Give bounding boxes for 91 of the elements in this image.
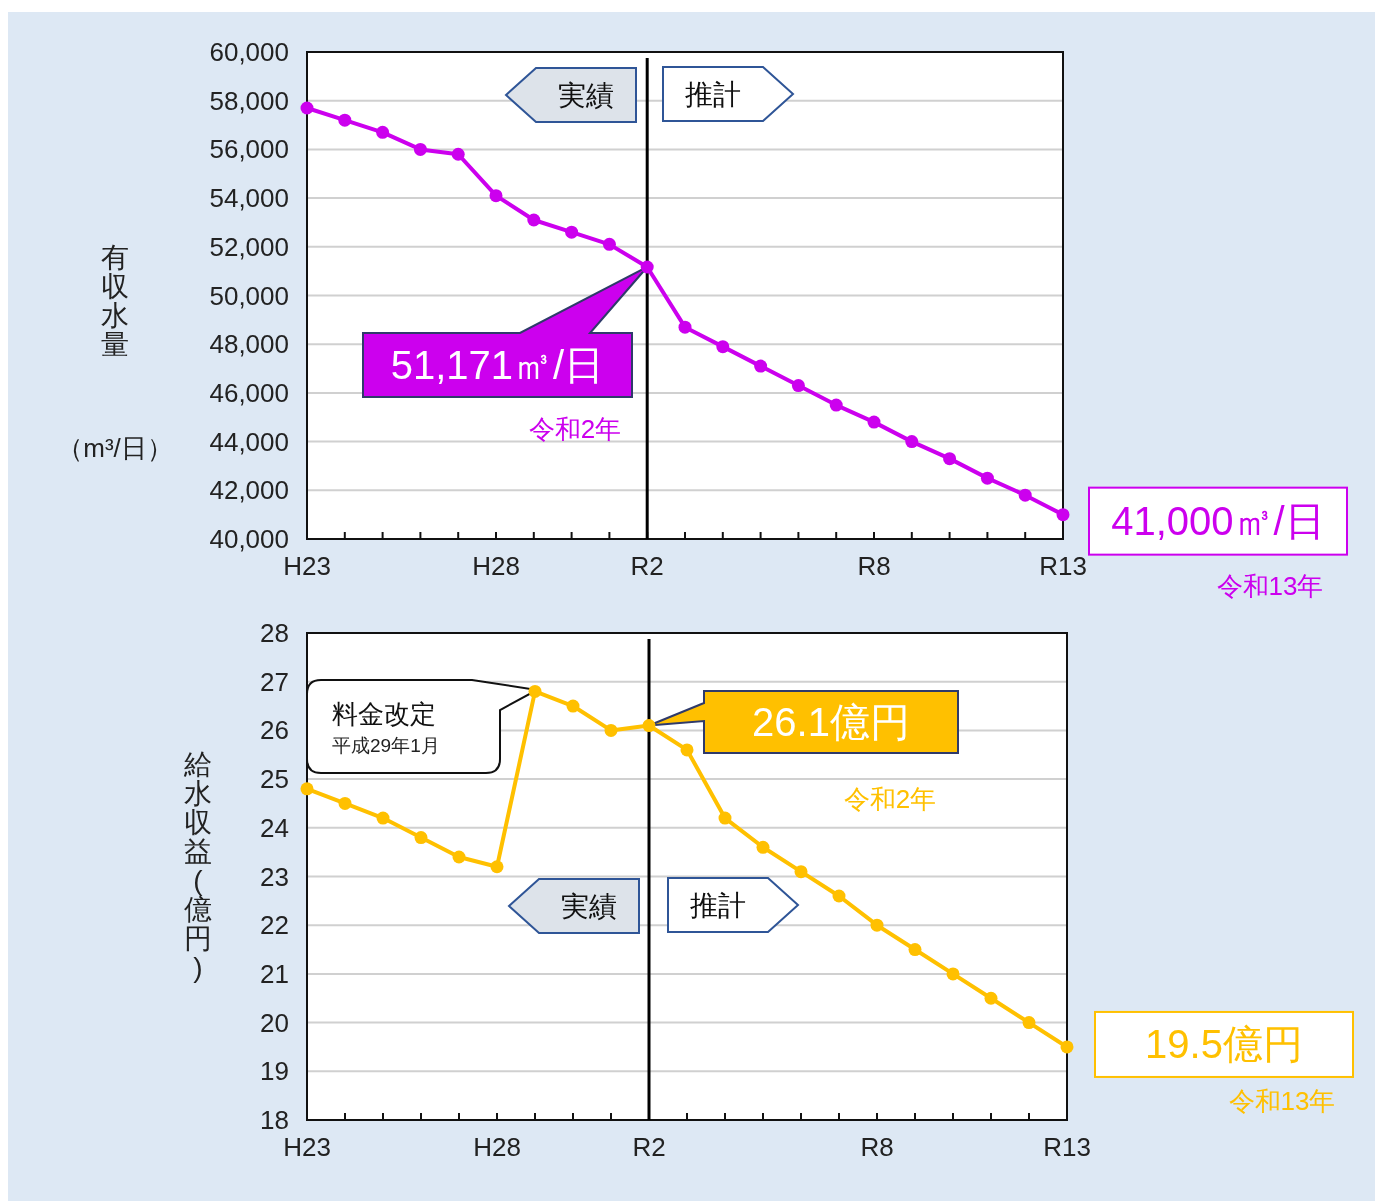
annotation: 41,000㎥/日 — [1111, 499, 1325, 544]
point — [490, 860, 504, 874]
point — [756, 840, 770, 854]
x-tick-label: R2 — [632, 1132, 666, 1162]
x-tick-label: H23 — [283, 551, 331, 581]
point — [338, 113, 352, 127]
point — [1056, 508, 1070, 522]
annotation: 推計 — [690, 890, 746, 921]
point — [794, 865, 808, 879]
annotation: 実績 — [558, 80, 614, 111]
x-tick-label: R8 — [860, 1132, 894, 1162]
point — [376, 811, 390, 825]
y-tick-label: 44,000 — [209, 426, 289, 457]
point — [489, 189, 503, 203]
point — [1018, 488, 1032, 502]
point — [376, 125, 390, 139]
y-tick-label: 52,000 — [209, 231, 289, 262]
point — [980, 471, 994, 485]
y-tick-label: 21 — [260, 958, 289, 989]
point — [566, 699, 580, 713]
point — [300, 782, 314, 796]
y-axis-title: 有収水量 — [101, 241, 129, 360]
annotation: 料金改定 — [332, 699, 436, 729]
y-tick-label: 56,000 — [209, 134, 289, 165]
point — [300, 101, 314, 115]
point — [716, 340, 730, 354]
x-tick-label: H28 — [472, 551, 520, 581]
x-tick-label: R2 — [630, 551, 664, 581]
point — [946, 967, 960, 981]
y-tick-label: 42,000 — [209, 475, 289, 506]
point — [829, 398, 843, 412]
annotation: 推計 — [685, 79, 741, 110]
point — [413, 142, 427, 156]
point — [908, 943, 922, 957]
y-tick-label: 20 — [260, 1007, 289, 1038]
point — [678, 320, 692, 334]
y-tick-label: 54,000 — [209, 183, 289, 214]
y-tick-label: 22 — [260, 910, 289, 941]
y-tick-label: 23 — [260, 861, 289, 892]
point — [602, 237, 616, 251]
y-tick-label: 48,000 — [209, 329, 289, 360]
x-tick-label: H28 — [473, 1132, 521, 1162]
y-tick-label: 24 — [260, 812, 289, 843]
point — [1022, 1016, 1036, 1030]
y-tick-label: 46,000 — [209, 377, 289, 408]
y-tick-label: 60,000 — [209, 37, 289, 67]
text: 令和13年 — [1228, 1086, 1336, 1116]
point — [943, 452, 957, 466]
point — [451, 147, 465, 161]
annotation: 平成29年1月 — [332, 735, 440, 756]
annotation: 26.1億円 — [752, 700, 910, 744]
point — [905, 435, 919, 449]
point — [565, 225, 579, 239]
point — [984, 991, 998, 1005]
point — [867, 415, 881, 429]
y-tick-label: 18 — [260, 1105, 289, 1135]
point — [640, 260, 654, 274]
y-tick-label: 25 — [260, 764, 289, 795]
point — [528, 684, 542, 698]
point — [604, 723, 618, 737]
y-tick-label: 26 — [260, 715, 289, 746]
text: （m³/日） — [57, 433, 173, 463]
y-tick-label: 58,000 — [209, 85, 289, 116]
point — [527, 213, 541, 227]
point — [791, 379, 805, 393]
point — [754, 359, 768, 373]
point — [680, 743, 694, 757]
point — [642, 719, 656, 733]
annotation: 実績 — [561, 891, 617, 922]
point — [718, 811, 732, 825]
point — [1060, 1040, 1074, 1054]
y-tick-label: 28 — [260, 618, 289, 648]
annotation: 51,171㎥/日 — [390, 343, 605, 387]
point — [452, 850, 466, 864]
text: 令和13年 — [1216, 571, 1324, 601]
point — [832, 889, 846, 903]
x-tick-label: H23 — [283, 1132, 331, 1162]
y-tick-label: 50,000 — [209, 280, 289, 311]
y-tick-label: 27 — [260, 666, 289, 697]
annotation: 19.5億円 — [1145, 1022, 1303, 1067]
x-tick-label: R13 — [1043, 1132, 1091, 1162]
y-tick-label: 40,000 — [209, 524, 289, 554]
y-axis-title: 給水収益(億円) — [183, 748, 212, 983]
annotation: 令和2年 — [843, 784, 937, 814]
x-tick-label: R8 — [857, 551, 891, 581]
point — [870, 918, 884, 932]
y-tick-label: 19 — [260, 1056, 289, 1087]
x-tick-label: R13 — [1039, 551, 1087, 581]
annotation: 令和2年 — [528, 414, 622, 444]
point — [338, 796, 352, 810]
point — [414, 831, 428, 845]
